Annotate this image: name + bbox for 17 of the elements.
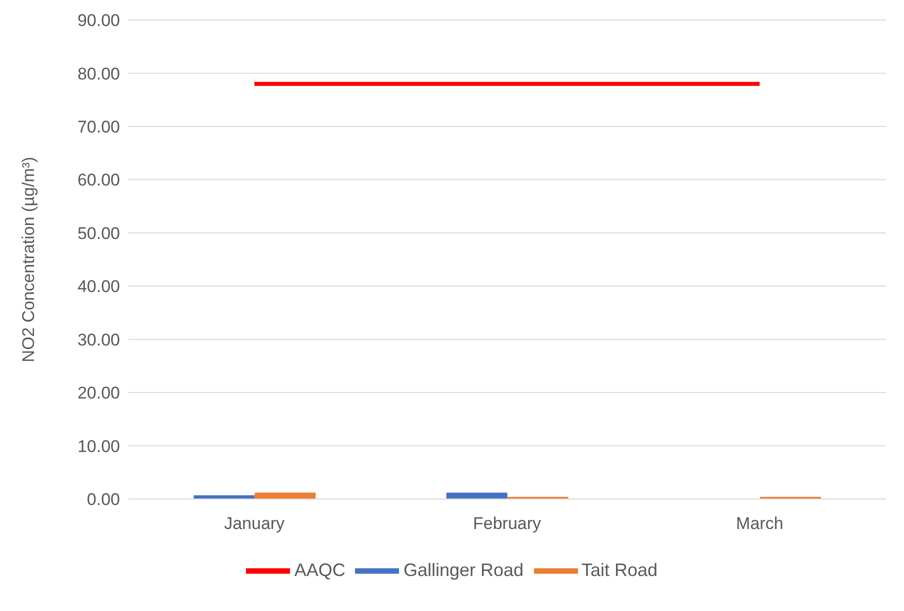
- y-tick-label: 0.00: [86, 490, 120, 510]
- y-tick-label: 80.00: [77, 64, 120, 84]
- y-tick-label: 70.00: [77, 117, 120, 136]
- y-tick-label: 90.00: [77, 11, 120, 30]
- legend-label: Tait Road: [582, 560, 658, 580]
- y-tick-label: 30.00: [77, 330, 120, 350]
- y-tick-label: 20.00: [77, 384, 120, 403]
- y-tick-label: 60.00: [77, 170, 120, 190]
- x-tick-label: February: [472, 514, 542, 534]
- y-tick-label: 50.00: [77, 224, 120, 243]
- x-tick-label: March: [736, 514, 784, 534]
- legend-label: AAQC: [294, 560, 346, 580]
- y-axis-title: NO2 Concentration (µg/m³): [19, 156, 38, 362]
- y-tick-label: 40.00: [77, 277, 120, 296]
- legend-label: Gallinger Road: [403, 560, 524, 580]
- y-tick-label: 10.00: [77, 436, 120, 456]
- x-tick-label: January: [224, 514, 286, 534]
